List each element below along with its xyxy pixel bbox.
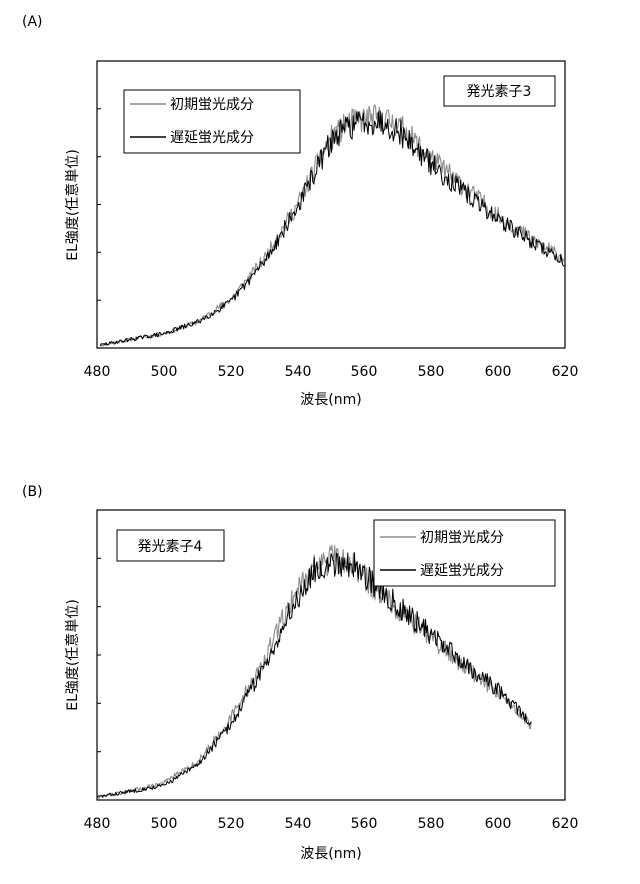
legend-label-initial: 初期蛍光成分 xyxy=(170,96,254,113)
panel-b-x-tick-labels: 480 500 520 540 560 580 600 620 xyxy=(84,816,579,832)
x-tick-label: 480 xyxy=(84,816,111,832)
x-tick-label: 560 xyxy=(351,364,378,380)
x-tick-label: 500 xyxy=(151,364,178,380)
x-tick-label: 580 xyxy=(418,364,445,380)
x-tick-label: 620 xyxy=(552,364,579,380)
panel-b-annotation: 発光素子4 xyxy=(116,529,225,562)
x-tick-label: 540 xyxy=(285,816,312,832)
legend-label-delayed: 遅延蛍光成分 xyxy=(420,563,504,579)
panel-b-x-axis-label: 波長(nm) xyxy=(300,846,361,862)
x-tick-label: 600 xyxy=(485,364,512,380)
x-tick-label: 580 xyxy=(418,816,445,832)
legend-box xyxy=(373,519,556,587)
panel-b-y-axis-label: EL強度(任意単位) xyxy=(64,599,81,711)
x-tick-label: 560 xyxy=(351,816,378,832)
panel-a-x-axis-label: 波長(nm) xyxy=(300,392,361,408)
series-line-delayed-fluorescence xyxy=(99,110,565,347)
annotation-box xyxy=(116,529,225,562)
panel-a-y-axis-label: EL強度(任意単位) xyxy=(64,149,81,261)
x-tick-label: 480 xyxy=(84,364,111,380)
panel-b-label: (B) xyxy=(22,484,43,500)
x-tick-label: 500 xyxy=(151,816,178,832)
panel-b-plot-area xyxy=(96,544,532,799)
panel-b-y-ticks xyxy=(97,557,101,753)
panel-a-y-ticks xyxy=(97,108,101,301)
panel-a-plot-area xyxy=(99,104,566,347)
annotation-text: 発光素子4 xyxy=(138,539,203,555)
panel-a: (A) 480 500 520 540 560 580 600 620 波長(n… xyxy=(22,14,578,408)
panel-a-annotation: 発光素子3 xyxy=(443,75,556,107)
panel-a-label: (A) xyxy=(22,14,43,30)
legend-label-initial: 初期蛍光成分 xyxy=(420,529,504,546)
annotation-text: 発光素子3 xyxy=(467,84,532,100)
panel-b-legend: 初期蛍光成分 遅延蛍光成分 xyxy=(373,519,556,587)
panel-a-x-tick-labels: 480 500 520 540 560 580 600 620 xyxy=(84,364,579,380)
series-line-delayed-fluorescence xyxy=(96,552,532,799)
x-tick-label: 540 xyxy=(285,364,312,380)
annotation-box xyxy=(443,75,556,107)
legend-label-delayed: 遅延蛍光成分 xyxy=(170,130,254,146)
x-tick-label: 600 xyxy=(485,816,512,832)
x-tick-label: 620 xyxy=(552,816,579,832)
series-line-initial-fluorescence xyxy=(96,544,532,799)
legend-box xyxy=(123,89,301,154)
x-tick-label: 520 xyxy=(218,816,245,832)
x-tick-label: 520 xyxy=(218,364,245,380)
panel-b: (B) 480 500 520 540 560 580 600 620 波長(n… xyxy=(22,484,578,862)
panel-a-legend: 初期蛍光成分 遅延蛍光成分 xyxy=(123,89,301,154)
